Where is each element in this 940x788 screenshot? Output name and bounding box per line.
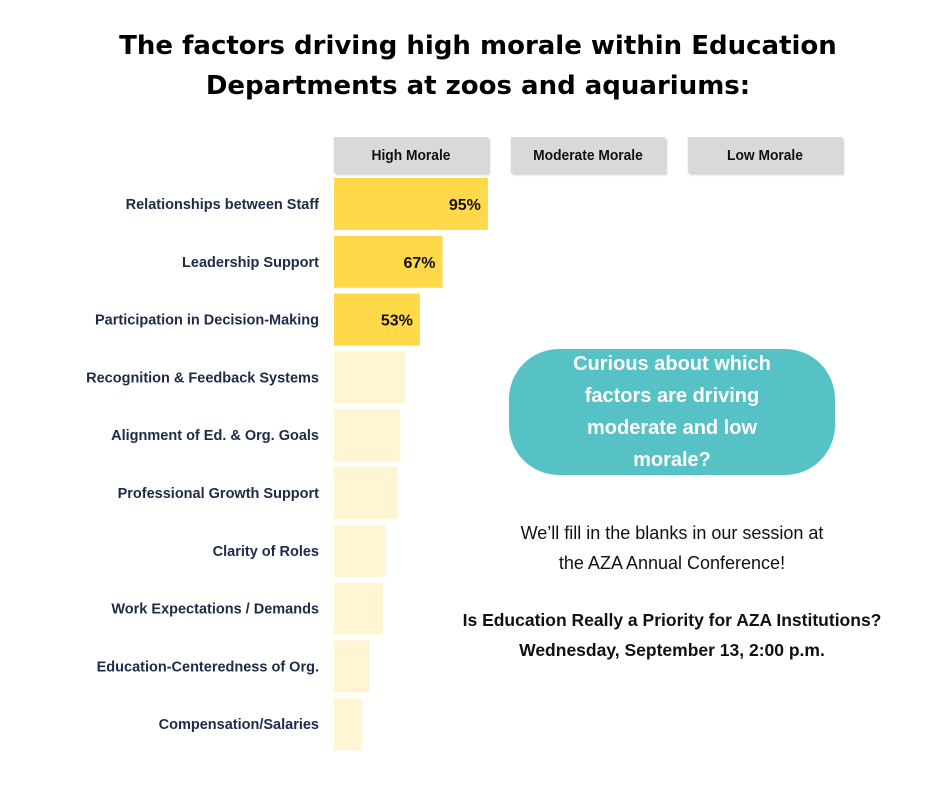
bar-2 <box>334 293 420 346</box>
callout-line-1: Curious about which <box>573 353 771 375</box>
bar-0 <box>334 178 488 230</box>
session-details: Is Education Really a Priority for AZA I… <box>462 605 882 665</box>
value-label-1: 67% <box>404 255 436 272</box>
bar-5 <box>334 467 398 519</box>
category-label-0: Relationships between Staff <box>126 197 320 213</box>
note-line-1: We’ll fill in the blanks in our session … <box>520 523 824 543</box>
bar-8 <box>334 640 370 693</box>
category-label-2: Participation in Decision-Making <box>95 313 319 329</box>
category-label-9: Compensation/Salaries <box>159 717 319 733</box>
bar-4 <box>334 409 401 462</box>
session-note: We’ll fill in the blanks in our session … <box>462 518 882 578</box>
callout-line-3: moderate and low morale? <box>586 417 758 471</box>
category-label-5: Professional Growth Support <box>118 486 320 502</box>
category-label-3: Recognition & Feedback Systems <box>86 370 319 386</box>
chart-title: The factors driving high morale within E… <box>0 26 940 106</box>
category-label-4: Alignment of Ed. & Org. Goals <box>111 428 319 444</box>
callout-bubble: Curious about which factors are driving … <box>509 349 835 475</box>
column-header-moderate-morale: Moderate Morale <box>510 137 666 173</box>
callout-text: Curious about which factors are driving … <box>547 348 797 476</box>
note-line-2: the AZA Annual Conference! <box>558 553 786 573</box>
title-line-2: Departments at zoos and aquariums: <box>205 71 751 101</box>
bar-3 <box>334 351 406 404</box>
bar-1 <box>334 235 443 288</box>
category-label-7: Work Expectations / Demands <box>111 602 319 618</box>
callout-line-2: factors are driving <box>584 385 760 407</box>
column-header-low-morale: Low Morale <box>687 137 843 173</box>
category-label-1: Leadership Support <box>182 255 319 271</box>
category-label-8: Education-Centeredness of Org. <box>97 659 319 675</box>
column-header-high-morale: High Morale <box>333 137 489 173</box>
bar-9 <box>334 698 362 751</box>
title-line-1: The factors driving high morale within E… <box>119 31 837 61</box>
session-title: Is Education Really a Priority for AZA I… <box>462 610 882 630</box>
category-label-6: Clarity of Roles <box>213 544 319 560</box>
value-label-0: 95% <box>449 197 481 214</box>
bar-6 <box>334 524 386 577</box>
bar-7 <box>334 582 383 635</box>
value-label-2: 53% <box>381 313 413 330</box>
session-time: Wednesday, September 13, 2:00 p.m. <box>519 640 825 660</box>
